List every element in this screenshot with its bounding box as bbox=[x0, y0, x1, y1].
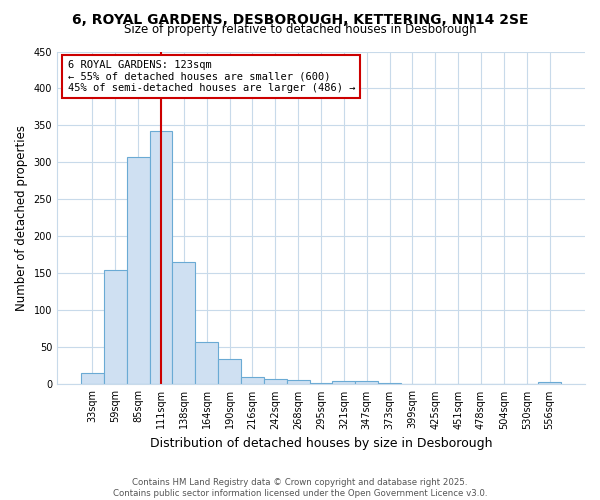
Bar bbox=[149, 130, 172, 384]
Text: Size of property relative to detached houses in Desborough: Size of property relative to detached ho… bbox=[124, 22, 476, 36]
Text: 6 ROYAL GARDENS: 123sqm
← 55% of detached houses are smaller (600)
45% of semi-d: 6 ROYAL GARDENS: 123sqm ← 55% of detache… bbox=[68, 60, 355, 93]
Bar bbox=[538, 382, 561, 384]
Bar bbox=[104, 270, 127, 384]
Bar bbox=[172, 262, 196, 384]
Bar bbox=[241, 377, 264, 384]
Bar bbox=[332, 382, 355, 384]
Bar bbox=[81, 372, 104, 384]
Bar bbox=[287, 380, 310, 384]
Bar bbox=[355, 382, 378, 384]
Bar bbox=[196, 342, 218, 384]
Bar bbox=[264, 378, 287, 384]
Text: 6, ROYAL GARDENS, DESBOROUGH, KETTERING, NN14 2SE: 6, ROYAL GARDENS, DESBOROUGH, KETTERING,… bbox=[72, 12, 528, 26]
Bar bbox=[310, 383, 332, 384]
Y-axis label: Number of detached properties: Number of detached properties bbox=[15, 125, 28, 311]
Bar bbox=[127, 156, 149, 384]
Bar bbox=[218, 358, 241, 384]
Text: Contains HM Land Registry data © Crown copyright and database right 2025.
Contai: Contains HM Land Registry data © Crown c… bbox=[113, 478, 487, 498]
Bar bbox=[378, 383, 401, 384]
X-axis label: Distribution of detached houses by size in Desborough: Distribution of detached houses by size … bbox=[150, 437, 492, 450]
